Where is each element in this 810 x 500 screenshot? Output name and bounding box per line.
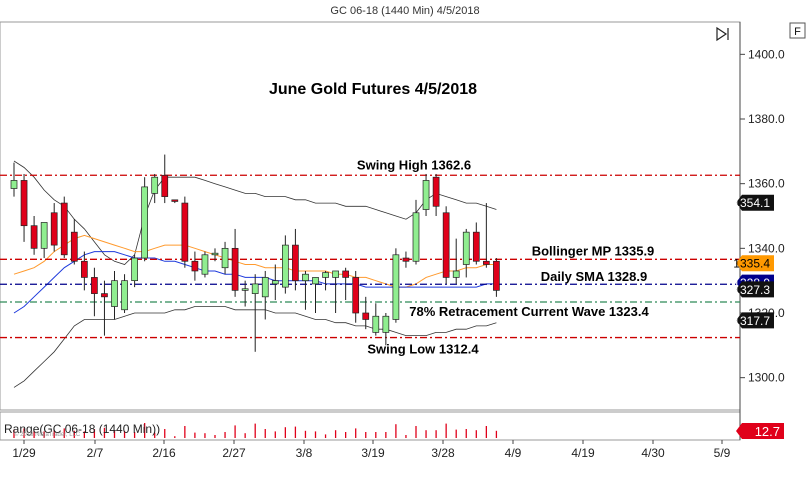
candle-body (151, 176, 159, 194)
price-tag (736, 281, 774, 298)
range-value-tag: 12.7 (736, 423, 784, 439)
candle-body (201, 254, 209, 275)
y-tick-label: 1380.0 (748, 112, 785, 126)
candle-body (382, 315, 390, 333)
x-tick-label: 3/19 (361, 446, 385, 460)
candle-body (261, 277, 269, 298)
candle-body (40, 222, 48, 249)
price-tag-label: 1354.1 (733, 196, 770, 210)
candle-body (101, 293, 108, 298)
candle-body (231, 247, 239, 291)
scroll-to-end-icon[interactable] (716, 26, 729, 42)
candle-body (302, 273, 309, 282)
price-tag-label: 1327.3 (733, 283, 770, 297)
price-tag (736, 194, 774, 211)
chart-title: June Gold Futures 4/5/2018 (269, 81, 477, 98)
candle-body (211, 252, 219, 256)
candle-body (271, 280, 279, 285)
candle-body (111, 280, 118, 307)
y-tick-label: 1340.0 (748, 241, 785, 255)
range-bars (13, 423, 498, 438)
candle-body (312, 277, 319, 285)
f-button-label[interactable]: F (794, 26, 801, 38)
y-tick-label: 1360.0 (748, 177, 785, 191)
level-labels: Swing High 1362.6 Bollinger MP 1335.9 Dail… (357, 157, 654, 356)
candle-body (362, 312, 370, 320)
candle-body (332, 270, 339, 278)
window-title: GC 06-18 (1440 Min) 4/5/2018 (330, 5, 479, 17)
x-tick-label: 4/30 (641, 446, 665, 460)
candle-body (121, 280, 128, 311)
candle-body (452, 270, 460, 278)
candle-body (282, 244, 289, 288)
candle-body (20, 180, 28, 227)
x-tick-label: 5/9 (714, 446, 731, 460)
candle-body (372, 315, 380, 333)
x-tick-label: 2/7 (87, 446, 104, 460)
range-tag-shape (736, 423, 784, 439)
candle-body (472, 231, 480, 262)
x-tick-label: 4/9 (505, 446, 522, 460)
candle-body (493, 260, 500, 291)
price-tag-label: 1335.4 (733, 257, 770, 271)
x-tick-label: 2/16 (152, 446, 176, 460)
price-tag (736, 255, 774, 272)
f-button[interactable] (789, 22, 806, 39)
candle-body (402, 257, 410, 262)
price-panel (0, 21, 741, 411)
y-tick-label: 1400.0 (748, 47, 785, 61)
range-panel (0, 411, 741, 441)
x-axis-ticks: 1/29 2/7 2/16 2/27 3/8 3/19 3/28 4/9 4/19 4/30 5/9 (12, 440, 731, 460)
candle-body (241, 288, 249, 291)
candle-body (483, 260, 490, 265)
x-tick-label: 1/29 (12, 446, 36, 460)
candle-body (442, 212, 450, 278)
title-bar (0, 0, 810, 20)
candle-body (322, 272, 329, 278)
y-tick-label: 1300.0 (748, 371, 785, 385)
level-label: 78% Retracement Current Wave 1323.4 (409, 304, 649, 319)
candle-body (141, 186, 148, 259)
level-label: Swing High 1362.6 (357, 157, 471, 172)
candle-body (60, 202, 68, 256)
level-label: Daily SMA 1328.9 (541, 269, 647, 284)
x-tick-label: 4/19 (571, 446, 595, 460)
candle-body (432, 176, 440, 207)
x-tick-label: 3/8 (296, 446, 313, 460)
candle-body (131, 257, 138, 282)
candle-body (342, 270, 349, 278)
candle-body (30, 225, 38, 249)
watermark: © 2018 NinjaTrader, LLC (14, 431, 81, 438)
x-tick-label: 3/28 (431, 446, 455, 460)
candle-body (80, 260, 88, 278)
candle-body (412, 212, 420, 262)
level-label: Bollinger MP 1335.9 (532, 243, 655, 258)
candle-body (50, 212, 58, 246)
candles (10, 154, 500, 352)
range-tag-label: 12.7 (755, 424, 780, 439)
candle-body (392, 254, 400, 320)
candle-body (181, 202, 189, 262)
candle-body (462, 231, 470, 265)
candle-body (161, 174, 169, 197)
candle-body (70, 231, 78, 262)
price-tag-label: 1317.7 (733, 314, 770, 328)
candle-body (91, 277, 98, 294)
candle-body (191, 260, 199, 272)
range-label: Range(GC 06-18 (1440 Min)) (4, 422, 160, 436)
candle-body (292, 244, 299, 282)
candle-body (422, 180, 430, 210)
level-label: Swing Low 1312.4 (367, 342, 479, 357)
candle-body (352, 277, 360, 314)
candle-body (10, 180, 18, 189)
candle-body (251, 283, 259, 294)
candle-body (221, 247, 229, 269)
x-tick-label: 2/27 (222, 446, 246, 460)
candle-body (171, 199, 179, 202)
price-tag (736, 312, 774, 329)
